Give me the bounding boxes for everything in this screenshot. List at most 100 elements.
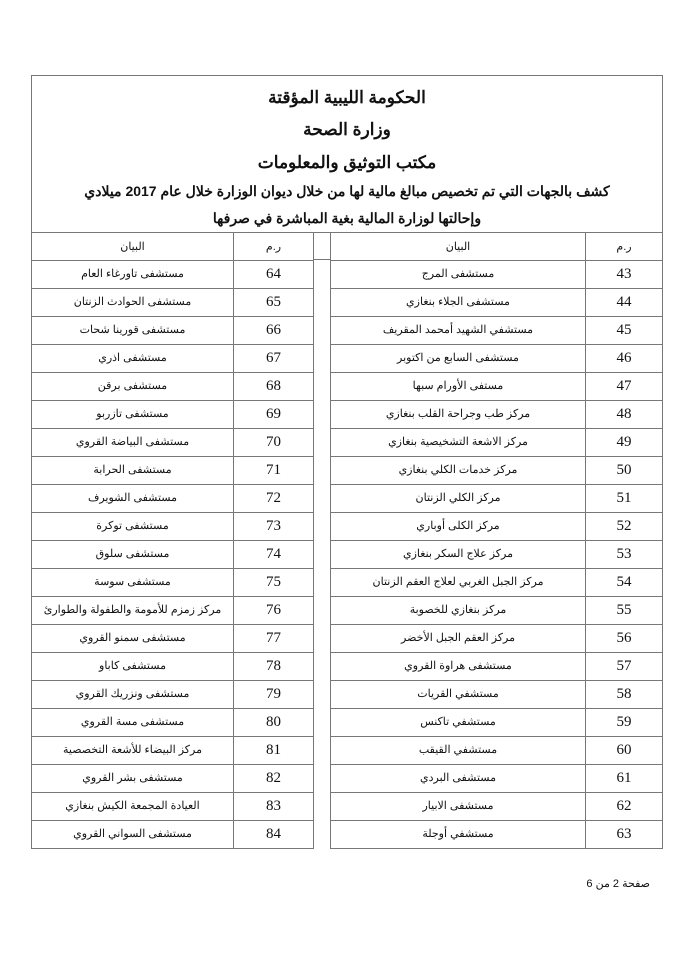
- table-row: 57 مستشفى هراوة القروي: [330, 652, 663, 681]
- table-row: 45 مستشفي الشهيد أمحمد المقريف: [330, 316, 663, 345]
- row-name: مستشفى سلوق: [31, 540, 234, 569]
- row-number: 49: [585, 428, 663, 457]
- table-row: 69 مستشفى تازربو: [31, 400, 314, 429]
- table-row: 73 مستشفى توكرة: [31, 512, 314, 541]
- row-name: مستشفى مسة القروي: [31, 708, 234, 737]
- row-number: 61: [585, 764, 663, 793]
- row-number: 73: [233, 512, 314, 541]
- row-name: مستشفى توكرة: [31, 512, 234, 541]
- table-row: 82 مستشفى بشر القروي: [31, 764, 314, 793]
- row-number: 79: [233, 680, 314, 709]
- row-name: مستشفي أوجلة: [330, 820, 586, 849]
- row-name: مستشفى المرج: [330, 260, 586, 289]
- office-title: مكتب التوثيق والمعلومات: [257, 153, 437, 172]
- table-row: 68 مستشفى برقن: [31, 372, 314, 401]
- right-table: ر.م البيان 43 مستشفى المرج 44 مستشفى الجلاء…: [330, 232, 663, 849]
- table-row: 66 مستشفى قورينا شحات: [31, 316, 314, 345]
- row-number: 74: [233, 540, 314, 569]
- table-row: 50 مركز خدمات الكلي بنغازي: [330, 456, 663, 485]
- row-name: مركز العقم الجبل الأخضر: [330, 624, 586, 653]
- report-title-line2: وإحالتها لوزارة المالية بغية المباشرة في…: [212, 210, 482, 226]
- document-header: الحكومة الليبية المؤقتة وزارة الصحة مكتب…: [31, 75, 663, 232]
- row-name: مركز زمزم للأمومة والطفولة والطوارئ: [31, 596, 234, 625]
- ministry-title: وزارة الصحة: [303, 120, 391, 139]
- row-number: 72: [233, 484, 314, 513]
- table-row: 49 مركز الاشعة التشخيصية بنغازي: [330, 428, 663, 457]
- row-name: مستفى الأورام سبها: [330, 372, 586, 401]
- table-row: 44 مستشفى الجلاء بنغازي: [330, 288, 663, 317]
- row-number: 46: [585, 344, 663, 373]
- row-number: 84: [233, 820, 314, 849]
- row-name: مستشفى قورينا شحات: [31, 316, 234, 345]
- column-header-name: البيان: [31, 232, 234, 261]
- row-name: مستشفى تازربو: [31, 400, 234, 429]
- row-name: مستشفى هراوة القروي: [330, 652, 586, 681]
- table-header-row: ر.م البيان: [31, 232, 314, 261]
- table-row: 55 مركز بنغازي للخصوبة: [330, 596, 663, 625]
- row-name: مستشفى سوسة: [31, 568, 234, 597]
- table-row: 46 مستشفى السابع من اكتوبر: [330, 344, 663, 373]
- table-row: 71 مستشفى الحرابة: [31, 456, 314, 485]
- table-row: 84 مستشفى السواني القروي: [31, 820, 314, 849]
- row-name: مستشفى السواني القروي: [31, 820, 234, 849]
- row-name: مستشفي تاكنس: [330, 708, 586, 737]
- table-row: 81 مركز البيضاء للأشعة التخصصية: [31, 736, 314, 765]
- row-number: 82: [233, 764, 314, 793]
- table-row: 56 مركز العقم الجبل الأخضر: [330, 624, 663, 653]
- table-row: 79 مستشفى ونزريك القروي: [31, 680, 314, 709]
- table-row: 74 مستشفى سلوق: [31, 540, 314, 569]
- row-number: 59: [585, 708, 663, 737]
- row-name: مستشفى كاباو: [31, 652, 234, 681]
- row-name: مستشفي القيقب: [330, 736, 586, 765]
- header-gap-cell: [313, 232, 331, 260]
- row-number: 63: [585, 820, 663, 849]
- row-number: 83: [233, 792, 314, 821]
- row-name: مركز طب وجراحة القلب بنغازي: [330, 400, 586, 429]
- row-number: 45: [585, 316, 663, 345]
- left-table: ر.م البيان 64 مستشفى تاورغاء العام 65 مستشف…: [31, 232, 314, 849]
- row-number: 65: [233, 288, 314, 317]
- row-number: 60: [585, 736, 663, 765]
- row-number: 54: [585, 568, 663, 597]
- column-header-name: البيان: [330, 232, 586, 261]
- table-row: 65 مستشفى الحوادث الزنتان: [31, 288, 314, 317]
- row-number: 55: [585, 596, 663, 625]
- row-number: 43: [585, 260, 663, 289]
- table-row: 72 مستشفى الشويرف: [31, 484, 314, 513]
- row-name: مستشفى اذري: [31, 344, 234, 373]
- table-row: 53 مركز علاج السكر بنغازي: [330, 540, 663, 569]
- row-name: مركز الكلى أوباري: [330, 512, 586, 541]
- row-number: 80: [233, 708, 314, 737]
- row-number: 52: [585, 512, 663, 541]
- row-number: 51: [585, 484, 663, 513]
- row-name: مستشفى تاورغاء العام: [31, 260, 234, 289]
- table-row: 80 مستشفى مسة القروي: [31, 708, 314, 737]
- row-name: مستشفي القريات: [330, 680, 586, 709]
- table-row: 48 مركز طب وجراحة القلب بنغازي: [330, 400, 663, 429]
- table-row: 64 مستشفى تاورغاء العام: [31, 260, 314, 289]
- table-row: 63 مستشفي أوجلة: [330, 820, 663, 849]
- row-number: 70: [233, 428, 314, 457]
- row-name: مركز البيضاء للأشعة التخصصية: [31, 736, 234, 765]
- row-name: مستشفى سمنو القروي: [31, 624, 234, 653]
- table-row: 58 مستشفي القريات: [330, 680, 663, 709]
- table-row: 62 مستشفى الابيار: [330, 792, 663, 821]
- row-name: مستشفى البياضة القروي: [31, 428, 234, 457]
- column-header-number: ر.م: [585, 232, 663, 261]
- row-name: مركز الجبل الغربي لعلاج العقم الزنتان: [330, 568, 586, 597]
- row-number: 50: [585, 456, 663, 485]
- row-number: 75: [233, 568, 314, 597]
- row-number: 57: [585, 652, 663, 681]
- table-row: 59 مستشفي تاكنس: [330, 708, 663, 737]
- table-row: 60 مستشفي القيقب: [330, 736, 663, 765]
- row-name: مركز الاشعة التشخيصية بنغازي: [330, 428, 586, 457]
- column-header-number: ر.م: [233, 232, 314, 261]
- table-row: 67 مستشفى اذري: [31, 344, 314, 373]
- row-number: 44: [585, 288, 663, 317]
- table-row: 78 مستشفى كاباو: [31, 652, 314, 681]
- table-header-row: ر.م البيان: [330, 232, 663, 261]
- row-number: 76: [233, 596, 314, 625]
- row-name: مركز علاج السكر بنغازي: [330, 540, 586, 569]
- table-row: 77 مستشفى سمنو القروي: [31, 624, 314, 653]
- row-name: مستشفي الشهيد أمحمد المقريف: [330, 316, 586, 345]
